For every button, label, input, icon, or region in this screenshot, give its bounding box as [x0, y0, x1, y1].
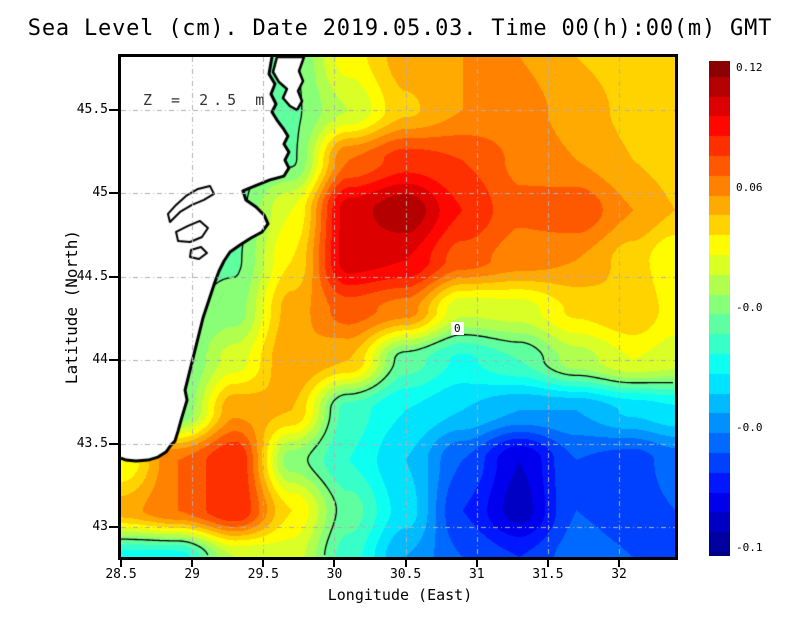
x-tick-mark: [546, 560, 549, 567]
y-tick-mark: [109, 275, 118, 278]
chart-title: Sea Level (cm). Date 2019.05.03. Time 00…: [27, 16, 773, 41]
colorbar-label: 0.06: [736, 181, 763, 194]
y-tick-label: 44.5: [76, 268, 108, 284]
y-tick-mark: [109, 359, 118, 362]
x-tick-mark: [333, 560, 336, 567]
contour-zero-label: 0: [450, 321, 464, 335]
y-tick-mark: [109, 525, 118, 528]
colorbar-label: -0.0: [736, 421, 763, 434]
x-tick-label: 29.5: [247, 567, 279, 582]
y-tick-label: 45: [92, 185, 108, 201]
colorbar-label: -0.1: [736, 541, 763, 554]
x-tick-label: 31: [468, 567, 485, 582]
y-tick-mark: [109, 442, 118, 445]
x-tick-mark: [262, 560, 265, 567]
y-tick-label: 44: [92, 352, 108, 368]
y-tick-label: 43.5: [76, 435, 108, 451]
map-canvas: [121, 57, 675, 557]
y-tick-label: 43: [92, 518, 108, 534]
x-tick-label: 32: [611, 567, 627, 582]
colorbar-label: 0.12: [736, 61, 763, 74]
x-tick-label: 28.5: [105, 567, 137, 582]
x-tick-mark: [120, 560, 122, 567]
x-tick-mark: [191, 560, 194, 567]
colorbar-canvas: [709, 61, 730, 556]
colorbar-label: -0.0: [736, 301, 763, 314]
x-axis-title: Longitude (East): [327, 586, 473, 604]
x-tick-label: 31.5: [532, 567, 564, 582]
x-tick-label: 30: [326, 567, 343, 582]
x-tick-label: 29: [184, 567, 200, 582]
x-tick-mark: [618, 560, 621, 567]
x-tick-mark: [475, 560, 478, 567]
depth-annotation: Z = 2.5 m: [143, 91, 270, 109]
y-tick-mark: [109, 192, 118, 195]
x-tick-mark: [404, 560, 407, 567]
x-tick-label: 30.5: [389, 567, 422, 582]
y-tick-label: 45.5: [76, 102, 108, 118]
y-tick-mark: [109, 109, 118, 112]
y-axis-title: Latitude (North): [62, 229, 81, 385]
